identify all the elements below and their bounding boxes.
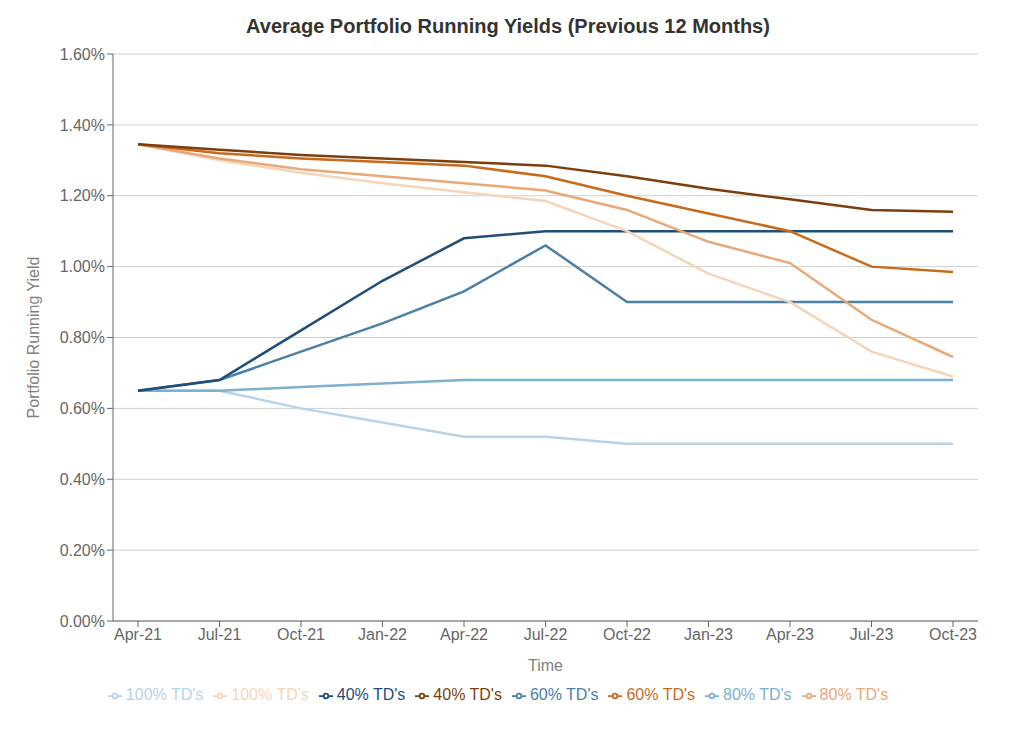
html-text:60% TD's: 60% TD's bbox=[626, 686, 695, 703]
html-text:80% TD's: 80% TD's bbox=[819, 686, 889, 703]
svg-text:0.20%: 0.20% bbox=[60, 542, 105, 559]
svg-text:Apr-22: Apr-22 bbox=[440, 626, 488, 643]
svg-text:Oct-22: Oct-22 bbox=[603, 626, 651, 643]
html-text:100% TD's: 100% TD's bbox=[125, 686, 204, 703]
svg-text:Jul-23: Jul-23 bbox=[850, 626, 894, 643]
html-text:40% TD's: 40% TD's bbox=[336, 686, 406, 703]
html-text:100% TD's: 100% TD's bbox=[231, 686, 309, 703]
svg-text:Apr-23: Apr-23 bbox=[766, 626, 814, 643]
svg-text:Oct-21: Oct-21 bbox=[277, 626, 325, 643]
html-text:80% TD's: 80% TD's bbox=[723, 686, 792, 703]
svg-text:Oct-23: Oct-23 bbox=[929, 626, 977, 643]
svg-text:Portfolio Running Yield: Portfolio Running Yield bbox=[25, 257, 42, 419]
svg-text:Jul-21: Jul-21 bbox=[198, 626, 242, 643]
html-text:40% TD's: 40% TD's bbox=[433, 686, 502, 703]
svg-text:1.40%: 1.40% bbox=[60, 117, 105, 134]
svg-text:Jan-23: Jan-23 bbox=[684, 626, 733, 643]
svg-text:0.60%: 0.60% bbox=[60, 400, 105, 417]
svg-text:Time: Time bbox=[528, 657, 563, 674]
svg-text:1.20%: 1.20% bbox=[60, 187, 105, 204]
svg-text:0.40%: 0.40% bbox=[60, 471, 105, 488]
svg-text:0.00%: 0.00% bbox=[60, 613, 105, 630]
html-text:Average Portfolio Running Yiel: Average Portfolio Running Yields (Previo… bbox=[246, 15, 770, 37]
svg-text:1.00%: 1.00% bbox=[60, 258, 105, 275]
svg-text:Apr-21: Apr-21 bbox=[114, 626, 162, 643]
svg-text:1.60%: 1.60% bbox=[60, 46, 105, 63]
svg-text:Jul-22: Jul-22 bbox=[524, 626, 568, 643]
html-text:60% TD's: 60% TD's bbox=[529, 686, 599, 703]
svg-text:Jan-22: Jan-22 bbox=[358, 626, 407, 643]
svg-text:0.80%: 0.80% bbox=[60, 329, 105, 346]
